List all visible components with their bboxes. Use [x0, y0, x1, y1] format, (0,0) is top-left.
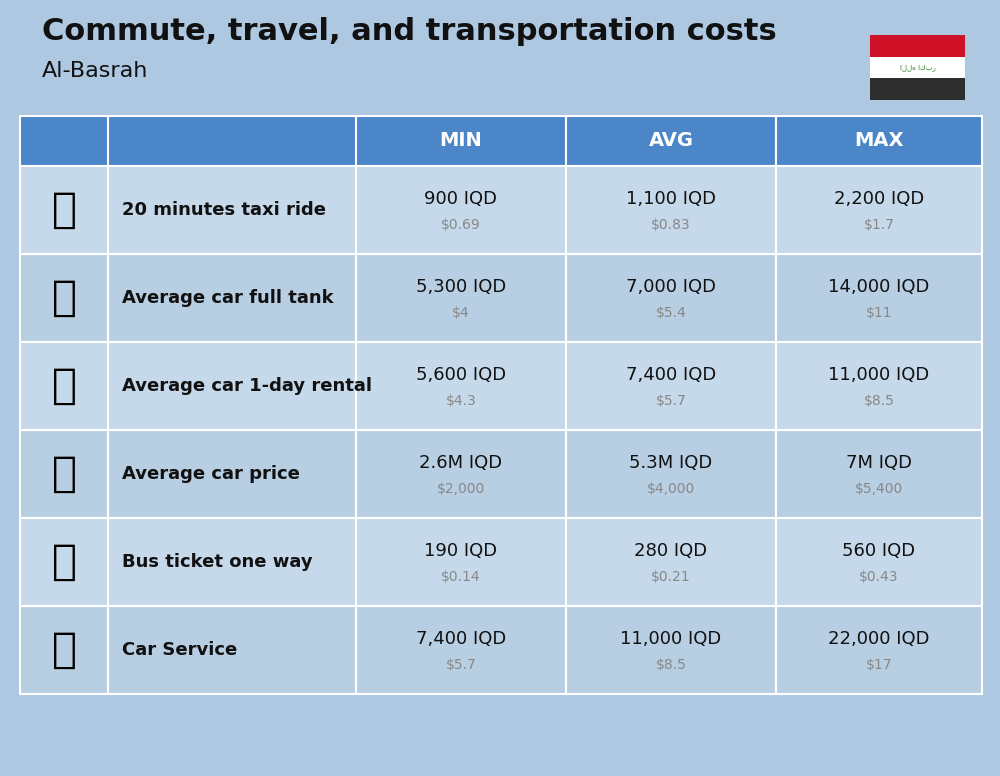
Bar: [566, 430, 776, 518]
Text: $0.83: $0.83: [651, 218, 691, 232]
Text: $0.69: $0.69: [441, 218, 481, 232]
Text: 14,000 IQD: 14,000 IQD: [828, 278, 930, 296]
Text: Average car 1-day rental: Average car 1-day rental: [122, 377, 372, 395]
Bar: [20, 116, 108, 166]
Bar: [20, 518, 108, 606]
Bar: [776, 430, 982, 518]
Bar: [108, 254, 356, 342]
Bar: [356, 116, 566, 166]
Bar: [20, 430, 108, 518]
Text: $8.5: $8.5: [656, 658, 686, 672]
Text: $0.14: $0.14: [441, 570, 481, 584]
Text: 🚖: 🚖: [52, 189, 76, 231]
Text: Commute, travel, and transportation costs: Commute, travel, and transportation cost…: [42, 17, 777, 46]
Text: 22,000 IQD: 22,000 IQD: [828, 630, 930, 648]
Bar: [356, 254, 566, 342]
Text: Al-Basrah: Al-Basrah: [42, 61, 148, 81]
Bar: [20, 606, 108, 694]
Text: 11,000 IQD: 11,000 IQD: [620, 630, 722, 648]
Text: $5.4: $5.4: [656, 306, 686, 320]
Text: الله اكبر: الله اكبر: [900, 64, 935, 71]
Bar: [776, 166, 982, 254]
Text: 7,400 IQD: 7,400 IQD: [416, 630, 506, 648]
Bar: [356, 606, 566, 694]
Bar: [108, 166, 356, 254]
Text: 5,600 IQD: 5,600 IQD: [416, 366, 506, 384]
Bar: [566, 342, 776, 430]
Text: 🛠: 🛠: [52, 629, 76, 671]
Text: 7,400 IQD: 7,400 IQD: [626, 366, 716, 384]
Text: Average car full tank: Average car full tank: [122, 289, 334, 307]
Bar: [20, 254, 108, 342]
Text: 280 IQD: 280 IQD: [634, 542, 708, 560]
Text: 900 IQD: 900 IQD: [424, 190, 498, 208]
Text: 20 minutes taxi ride: 20 minutes taxi ride: [122, 201, 326, 219]
Bar: [566, 606, 776, 694]
Text: MAX: MAX: [854, 131, 904, 151]
Bar: [108, 430, 356, 518]
Text: 11,000 IQD: 11,000 IQD: [828, 366, 930, 384]
Bar: [776, 518, 982, 606]
Text: $0.43: $0.43: [859, 570, 899, 584]
Text: 190 IQD: 190 IQD: [424, 542, 498, 560]
Text: $4.3: $4.3: [446, 394, 476, 408]
Text: $5,400: $5,400: [855, 482, 903, 496]
Text: $5.7: $5.7: [446, 658, 476, 672]
Bar: [566, 518, 776, 606]
Bar: [356, 518, 566, 606]
Bar: [108, 606, 356, 694]
Bar: [776, 342, 982, 430]
Text: $4,000: $4,000: [647, 482, 695, 496]
Text: MIN: MIN: [440, 131, 482, 151]
Text: ⛽: ⛽: [52, 277, 76, 319]
Bar: [566, 254, 776, 342]
Bar: [870, 35, 965, 57]
Text: Average car price: Average car price: [122, 465, 300, 483]
Text: 2,200 IQD: 2,200 IQD: [834, 190, 924, 208]
Bar: [20, 342, 108, 430]
Text: $11: $11: [866, 306, 892, 320]
Text: 7M IQD: 7M IQD: [846, 454, 912, 472]
Text: $17: $17: [866, 658, 892, 672]
Text: $0.21: $0.21: [651, 570, 691, 584]
Bar: [776, 606, 982, 694]
Bar: [108, 116, 356, 166]
Text: 5.3M IQD: 5.3M IQD: [629, 454, 713, 472]
Bar: [20, 166, 108, 254]
Text: 560 IQD: 560 IQD: [842, 542, 916, 560]
Bar: [356, 166, 566, 254]
Text: $5.7: $5.7: [656, 394, 686, 408]
Bar: [870, 78, 965, 100]
Text: $4: $4: [452, 306, 470, 320]
Text: $1.7: $1.7: [864, 218, 894, 232]
Bar: [566, 166, 776, 254]
Bar: [108, 518, 356, 606]
Text: 7,000 IQD: 7,000 IQD: [626, 278, 716, 296]
Bar: [356, 342, 566, 430]
Text: 🚌: 🚌: [52, 541, 76, 583]
Bar: [776, 254, 982, 342]
Bar: [356, 430, 566, 518]
Text: $2,000: $2,000: [437, 482, 485, 496]
Text: 🚙: 🚙: [52, 365, 76, 407]
Text: $8.5: $8.5: [864, 394, 894, 408]
Text: 2.6M IQD: 2.6M IQD: [419, 454, 503, 472]
Bar: [870, 57, 965, 78]
Text: Car Service: Car Service: [122, 641, 237, 659]
Text: Bus ticket one way: Bus ticket one way: [122, 553, 313, 571]
Text: 1,100 IQD: 1,100 IQD: [626, 190, 716, 208]
Bar: [566, 116, 776, 166]
Text: 🚗: 🚗: [52, 453, 76, 495]
Text: 5,300 IQD: 5,300 IQD: [416, 278, 506, 296]
Text: AVG: AVG: [648, 131, 694, 151]
Bar: [108, 342, 356, 430]
Bar: [776, 116, 982, 166]
